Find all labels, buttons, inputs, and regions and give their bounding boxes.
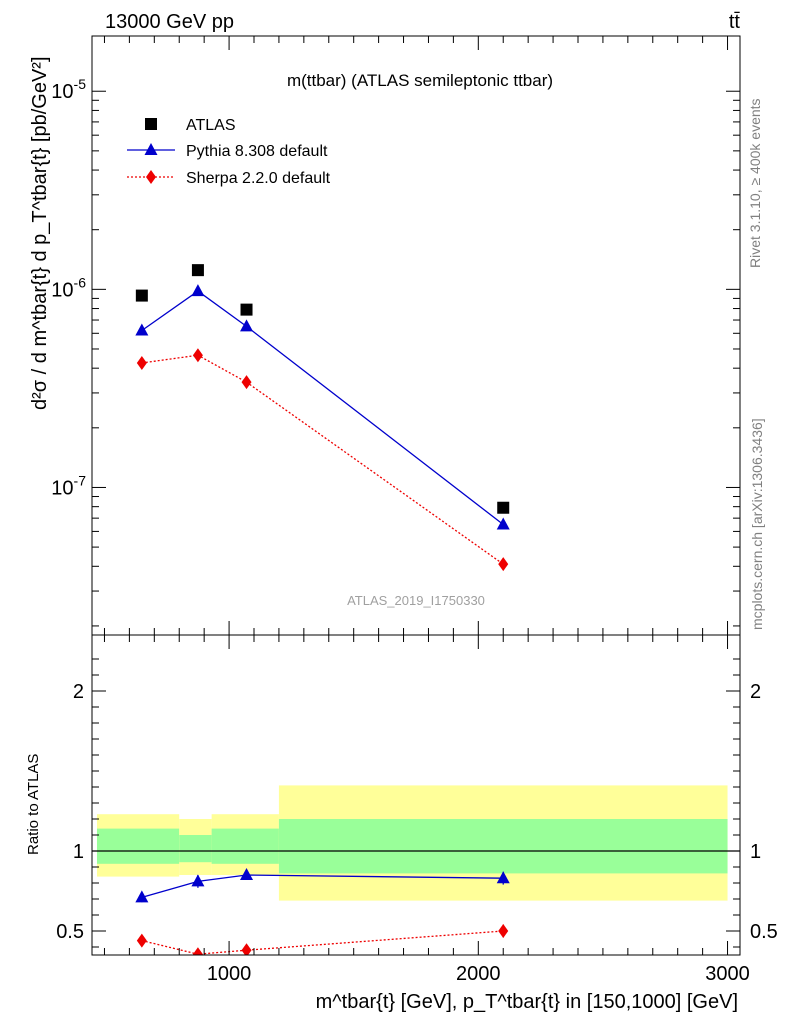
data-point-2 [192, 348, 203, 363]
ratio-plot-area [92, 785, 740, 955]
uncertainty-band-inner [278, 819, 728, 874]
ratio-y-tick-label: 0.5 [56, 921, 84, 943]
data-point-1 [240, 319, 254, 332]
legend-label-2: Sherpa 2.2.0 default [186, 170, 331, 187]
ratio-point-0 [496, 871, 510, 884]
ratio-point-0 [240, 868, 254, 880]
legend-marker-1 [144, 143, 158, 155]
x-axis-label: m^tbar{t} [GeV], p_T^tbar{t} in [150,100… [316, 991, 738, 1013]
x-tick-label: 2000 [456, 963, 501, 985]
legend-marker-0 [145, 118, 157, 130]
data-point-0 [240, 303, 253, 316]
data-point-1 [191, 284, 205, 297]
series-line-2 [141, 354, 504, 565]
series-line-1 [141, 290, 504, 526]
y-tick-label: 10-5 [51, 76, 86, 103]
chart-title: m(ttbar) (ATLAS semileptonic ttbar) [287, 71, 553, 90]
ratio-panel: 0.5 0.5 1 1 2 2 1000 2000 3000 Ratio to ATLAS m^tb… [25, 634, 778, 1013]
data-point-1 [496, 517, 510, 530]
ratio-line-1 [141, 930, 504, 955]
data-point-2 [136, 355, 147, 370]
data-point-0 [497, 501, 510, 514]
uncertainty-band-inner [211, 828, 279, 864]
ratio-y-tick-label-right: 1 [750, 841, 761, 863]
x-tick-label: 3000 [705, 963, 750, 985]
legend-label-1: Pythia 8.308 default [186, 143, 328, 160]
ratio-point-0 [191, 874, 205, 887]
data-point-2 [498, 557, 509, 572]
data-point-0 [191, 264, 204, 277]
ratio-point-1 [241, 943, 252, 955]
data-point-0 [135, 289, 148, 302]
ratio-y-tick-label-right: 0.5 [750, 921, 778, 943]
uncertainty-band-inner [96, 828, 180, 864]
ratio-y-tick-label: 1 [73, 841, 84, 863]
ratio-point-1 [192, 947, 203, 955]
ratio-y-tick-label: 2 [73, 681, 84, 703]
ratio-point-1 [498, 924, 509, 938]
y-tick-label: 10-7 [51, 472, 86, 499]
legend-label-0: ATLAS [186, 117, 236, 134]
energy-label: 13000 GeV pp [105, 11, 234, 33]
uncertainty-band-inner [179, 835, 212, 863]
source-label: mcplots.cern.ch [arXiv:1306.3436] [749, 418, 765, 630]
data-point-1 [135, 323, 149, 336]
ratio-y-tick-label-right: 2 [750, 681, 761, 703]
ratio-point-0 [135, 890, 149, 903]
ratio-y-axis-label: Ratio to ATLAS [25, 754, 42, 855]
y-axis-label: d²σ / d m^tbar{t} d p_T^tbar{t} [pb/GeV²… [29, 56, 51, 410]
process-label: tt̄ [729, 11, 741, 33]
analysis-watermark: ATLAS_2019_I1750330 [347, 593, 485, 608]
ratio-frame [91, 634, 741, 956]
data-point-2 [241, 375, 252, 390]
main-panel: 10-7 10-6 10-5 m(ttbar) (ATLAS semileptonic… [29, 35, 741, 636]
y-tick-label: 10-6 [51, 274, 86, 301]
legend-marker-2 [146, 170, 156, 184]
ratio-point-1 [136, 933, 147, 948]
x-tick-label: 1000 [207, 963, 252, 985]
ratio-line-0 [141, 874, 504, 899]
rivet-label: Rivet 3.1.10, ≥ 400k events [747, 98, 763, 268]
